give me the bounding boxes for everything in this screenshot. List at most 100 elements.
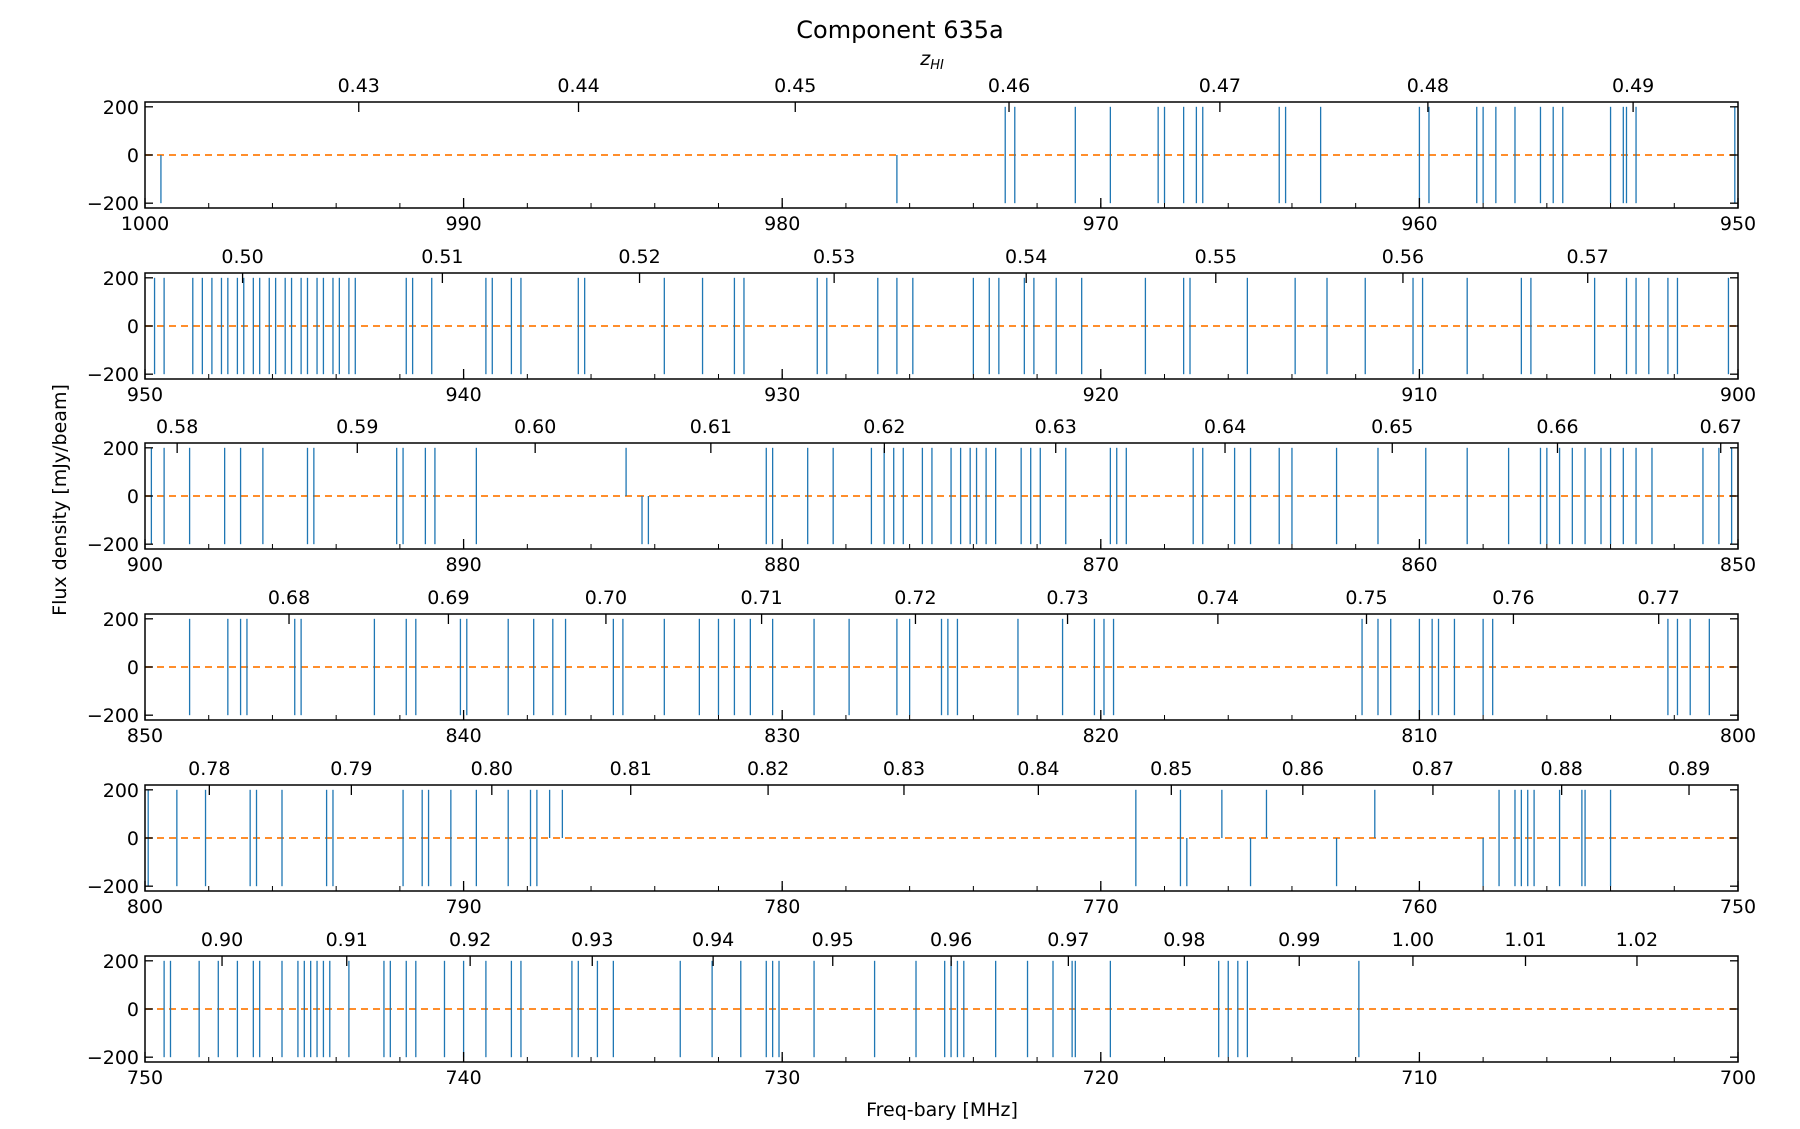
y-tick-label: 200	[103, 268, 139, 290]
z-tick-label: 0.99	[1278, 929, 1320, 951]
top-axis-label-main: z	[919, 48, 931, 70]
y-tick-label: 200	[103, 951, 139, 973]
x-tick-label: 770	[1083, 896, 1119, 918]
x-tick-label: 900	[127, 554, 163, 576]
x-tick-label: 1000	[121, 213, 169, 235]
z-tick-label: 0.79	[330, 758, 372, 780]
z-tick-label: 0.69	[427, 587, 469, 609]
x-tick-label: 910	[1401, 384, 1437, 406]
z-tick-label: 0.92	[449, 929, 491, 951]
x-tick-label: 820	[1083, 725, 1119, 747]
z-tick-label: 0.66	[1536, 416, 1578, 438]
z-tick-label: 0.75	[1345, 587, 1387, 609]
z-tick-label: 0.86	[1282, 758, 1324, 780]
z-tick-label: 0.59	[336, 416, 378, 438]
x-tick-label: 850	[127, 725, 163, 747]
x-tick-label: 990	[445, 213, 481, 235]
z-tick-label: 0.53	[813, 246, 855, 268]
y-tick-label: −200	[87, 1047, 139, 1069]
z-tick-label: 0.67	[1700, 416, 1742, 438]
x-tick-label: 720	[1083, 1067, 1119, 1089]
x-tick-label: 710	[1401, 1067, 1437, 1089]
y-tick-label: 0	[127, 828, 139, 850]
z-tick-label: 0.73	[1046, 587, 1088, 609]
x-tick-label: 980	[764, 213, 800, 235]
z-tick-label: 0.68	[268, 587, 310, 609]
z-tick-label: 0.96	[930, 929, 972, 951]
y-axis-label: Flux density [mJy/beam]	[49, 384, 71, 616]
x-tick-label: 760	[1401, 896, 1437, 918]
z-tick-label: 0.70	[585, 587, 627, 609]
x-tick-label: 950	[127, 384, 163, 406]
z-tick-label: 0.89	[1668, 758, 1710, 780]
x-tick-label: 800	[1720, 725, 1756, 747]
y-tick-label: 200	[103, 97, 139, 119]
x-tick-label: 860	[1401, 554, 1437, 576]
z-tick-label: 0.56	[1382, 246, 1424, 268]
z-tick-label: 0.48	[1407, 75, 1449, 97]
y-tick-label: 0	[127, 145, 139, 167]
y-tick-label: −200	[87, 534, 139, 556]
z-tick-label: 0.78	[188, 758, 230, 780]
y-tick-label: 0	[127, 316, 139, 338]
z-tick-label: 0.95	[812, 929, 854, 951]
z-tick-label: 1.01	[1504, 929, 1546, 951]
z-tick-label: 0.51	[421, 246, 463, 268]
chart-title: Component 635a	[796, 16, 1003, 44]
y-tick-label: 200	[103, 438, 139, 460]
y-tick-label: −200	[87, 876, 139, 898]
x-tick-label: 850	[1720, 554, 1756, 576]
z-tick-label: 0.97	[1047, 929, 1089, 951]
z-tick-label: 0.50	[221, 246, 263, 268]
z-tick-label: 0.93	[571, 929, 613, 951]
x-tick-label: 930	[764, 384, 800, 406]
x-tick-label: 960	[1401, 213, 1437, 235]
z-tick-label: 0.81	[610, 758, 652, 780]
z-tick-label: 0.76	[1492, 587, 1534, 609]
z-tick-label: 1.02	[1616, 929, 1658, 951]
z-tick-label: 0.43	[338, 75, 380, 97]
x-tick-label: 700	[1720, 1067, 1756, 1089]
y-tick-label: 200	[103, 609, 139, 631]
z-tick-label: 0.94	[692, 929, 734, 951]
x-tick-label: 970	[1083, 213, 1119, 235]
x-tick-label: 840	[445, 725, 481, 747]
x-tick-label: 750	[127, 1067, 163, 1089]
z-tick-label: 0.54	[1005, 246, 1047, 268]
z-tick-label: 0.84	[1017, 758, 1059, 780]
z-tick-label: 0.72	[894, 587, 936, 609]
z-tick-label: 0.82	[747, 758, 789, 780]
z-tick-label: 0.57	[1567, 246, 1609, 268]
z-tick-label: 0.61	[690, 416, 732, 438]
z-tick-label: 0.58	[156, 416, 198, 438]
top-axis-label-sub: HI	[930, 58, 944, 73]
z-tick-label: 0.88	[1540, 758, 1582, 780]
z-tick-label: 0.85	[1150, 758, 1192, 780]
y-tick-label: 0	[127, 999, 139, 1021]
z-tick-label: 0.60	[514, 416, 556, 438]
y-tick-label: −200	[87, 705, 139, 727]
z-tick-label: 0.83	[883, 758, 925, 780]
z-tick-label: 0.45	[774, 75, 816, 97]
z-tick-label: 0.87	[1412, 758, 1454, 780]
z-tick-label: 0.52	[618, 246, 660, 268]
x-tick-label: 730	[764, 1067, 800, 1089]
y-tick-label: 200	[103, 780, 139, 802]
z-tick-label: 0.80	[471, 758, 513, 780]
z-tick-label: 0.91	[326, 929, 368, 951]
z-tick-label: 0.65	[1371, 416, 1413, 438]
y-tick-label: −200	[87, 364, 139, 386]
x-tick-label: 900	[1720, 384, 1756, 406]
z-tick-label: 0.64	[1204, 416, 1246, 438]
y-tick-label: −200	[87, 193, 139, 215]
z-tick-label: 0.71	[740, 587, 782, 609]
z-tick-label: 0.62	[863, 416, 905, 438]
x-tick-label: 940	[445, 384, 481, 406]
z-tick-label: 0.44	[557, 75, 599, 97]
